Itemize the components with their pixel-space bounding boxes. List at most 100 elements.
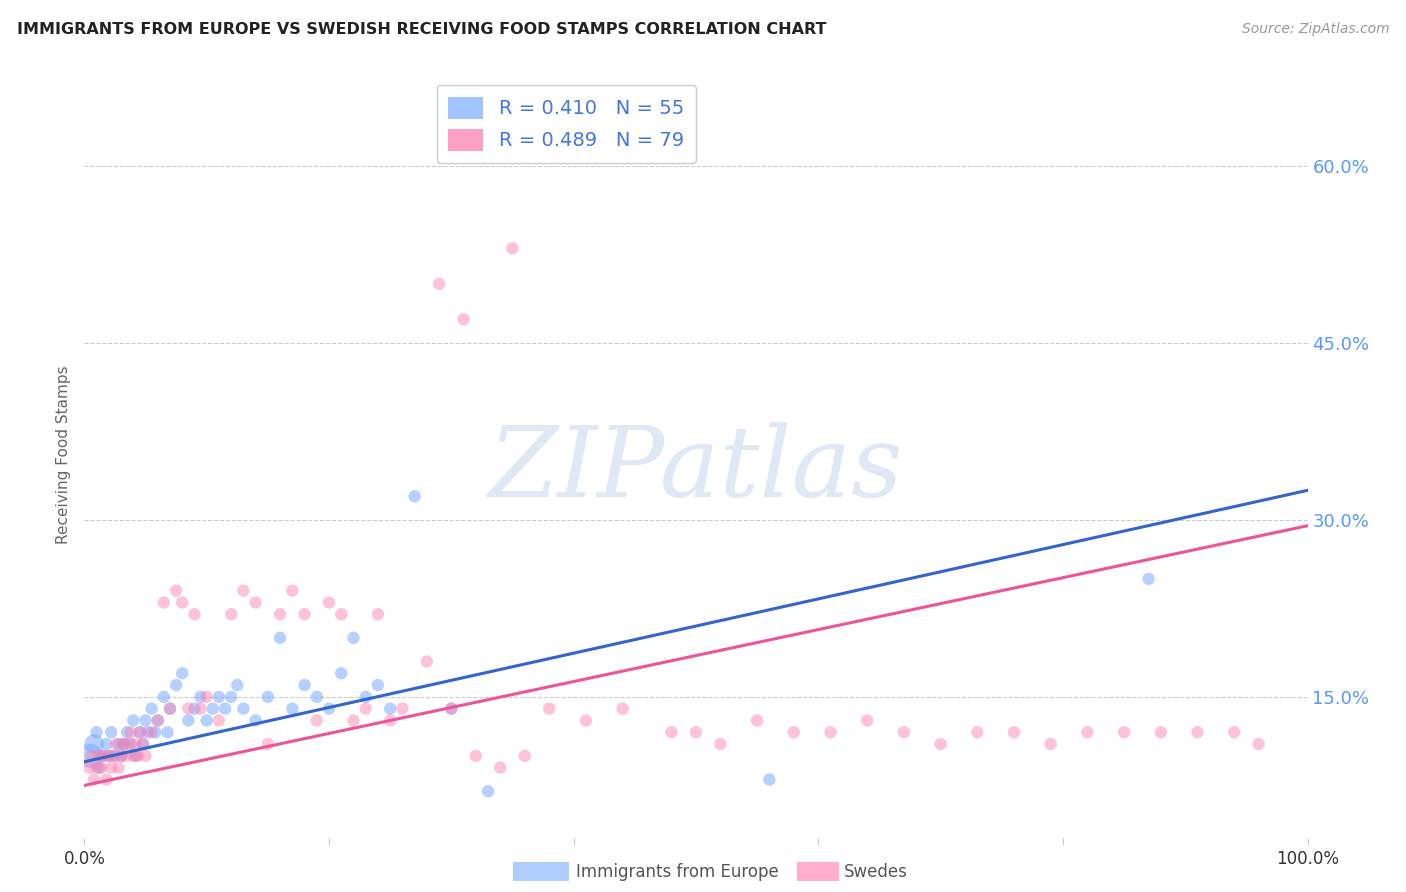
Point (107, 737, 129, 751)
Point (177, 714, 200, 728)
Point (172, 595, 194, 609)
Point (136, 725, 159, 739)
Point (219, 607, 242, 622)
Text: Immigrants from Europe: Immigrants from Europe (576, 863, 779, 881)
Point (575, 714, 598, 728)
Point (380, 701, 402, 715)
Point (165, 583, 187, 598)
Point (107, 761, 129, 775)
Point (91, 748, 114, 763)
Point (661, 725, 683, 739)
Point (132, 737, 155, 751)
Point (269, 631, 291, 645)
Point (440, 701, 463, 715)
Point (1223, 725, 1246, 739)
Point (128, 725, 150, 739)
Point (214, 701, 236, 715)
Point (122, 714, 145, 728)
Point (96, 737, 118, 751)
Point (183, 701, 205, 715)
Point (195, 690, 218, 704)
Point (165, 678, 187, 692)
Point (177, 701, 200, 715)
Point (100, 761, 122, 775)
Point (281, 701, 304, 715)
Point (612, 701, 634, 715)
Point (122, 748, 145, 763)
Point (1039, 737, 1062, 751)
Point (208, 714, 231, 728)
Point (141, 701, 163, 715)
Point (318, 595, 340, 609)
Point (709, 737, 731, 751)
Point (79, 748, 101, 763)
Point (380, 714, 402, 728)
Point (83, 737, 105, 751)
Point (219, 690, 242, 704)
Point (141, 725, 163, 739)
Point (208, 690, 231, 704)
Point (201, 701, 224, 715)
Point (100, 725, 122, 739)
Point (966, 725, 988, 739)
Point (183, 607, 205, 622)
Point (226, 678, 249, 692)
Point (318, 701, 340, 715)
Point (195, 714, 218, 728)
Point (685, 725, 707, 739)
Point (87, 748, 110, 763)
Point (120, 737, 142, 751)
Point (305, 690, 328, 704)
Point (83, 772, 105, 787)
Point (929, 737, 952, 751)
Point (416, 655, 439, 669)
Point (427, 277, 450, 291)
Point (90, 761, 112, 775)
Point (513, 748, 536, 763)
Point (856, 714, 879, 728)
Point (96, 772, 118, 787)
Point (257, 690, 280, 704)
Point (80, 748, 103, 763)
Point (104, 748, 127, 763)
Point (112, 737, 135, 751)
Point (117, 737, 139, 751)
Point (125, 748, 148, 763)
Point (120, 725, 142, 739)
Point (1076, 725, 1098, 739)
Point (245, 714, 267, 728)
Point (747, 714, 769, 728)
Point (232, 701, 254, 715)
Legend: R = 0.410   N = 55, R = 0.489   N = 79: R = 0.410 N = 55, R = 0.489 N = 79 (437, 85, 696, 163)
Point (135, 748, 157, 763)
Point (190, 701, 212, 715)
Point (146, 714, 169, 728)
Point (354, 701, 377, 715)
Point (330, 607, 353, 622)
Point (156, 725, 179, 739)
Point (464, 748, 486, 763)
Point (893, 725, 915, 739)
Point (77, 761, 100, 775)
Point (404, 489, 426, 503)
Point (305, 714, 328, 728)
Point (132, 737, 155, 751)
Point (342, 631, 364, 645)
Point (127, 748, 149, 763)
Point (257, 737, 280, 751)
Point (245, 595, 267, 609)
Text: Source: ZipAtlas.com: Source: ZipAtlas.com (1241, 22, 1389, 37)
Point (190, 690, 212, 704)
Point (783, 725, 806, 739)
Point (159, 701, 181, 715)
Point (330, 666, 353, 681)
Point (115, 725, 138, 739)
Point (1150, 725, 1173, 739)
Point (820, 725, 842, 739)
Point (110, 748, 132, 763)
Point (135, 714, 157, 728)
Point (125, 737, 148, 751)
Point (86, 761, 108, 775)
Point (97, 748, 120, 763)
Point (153, 595, 176, 609)
